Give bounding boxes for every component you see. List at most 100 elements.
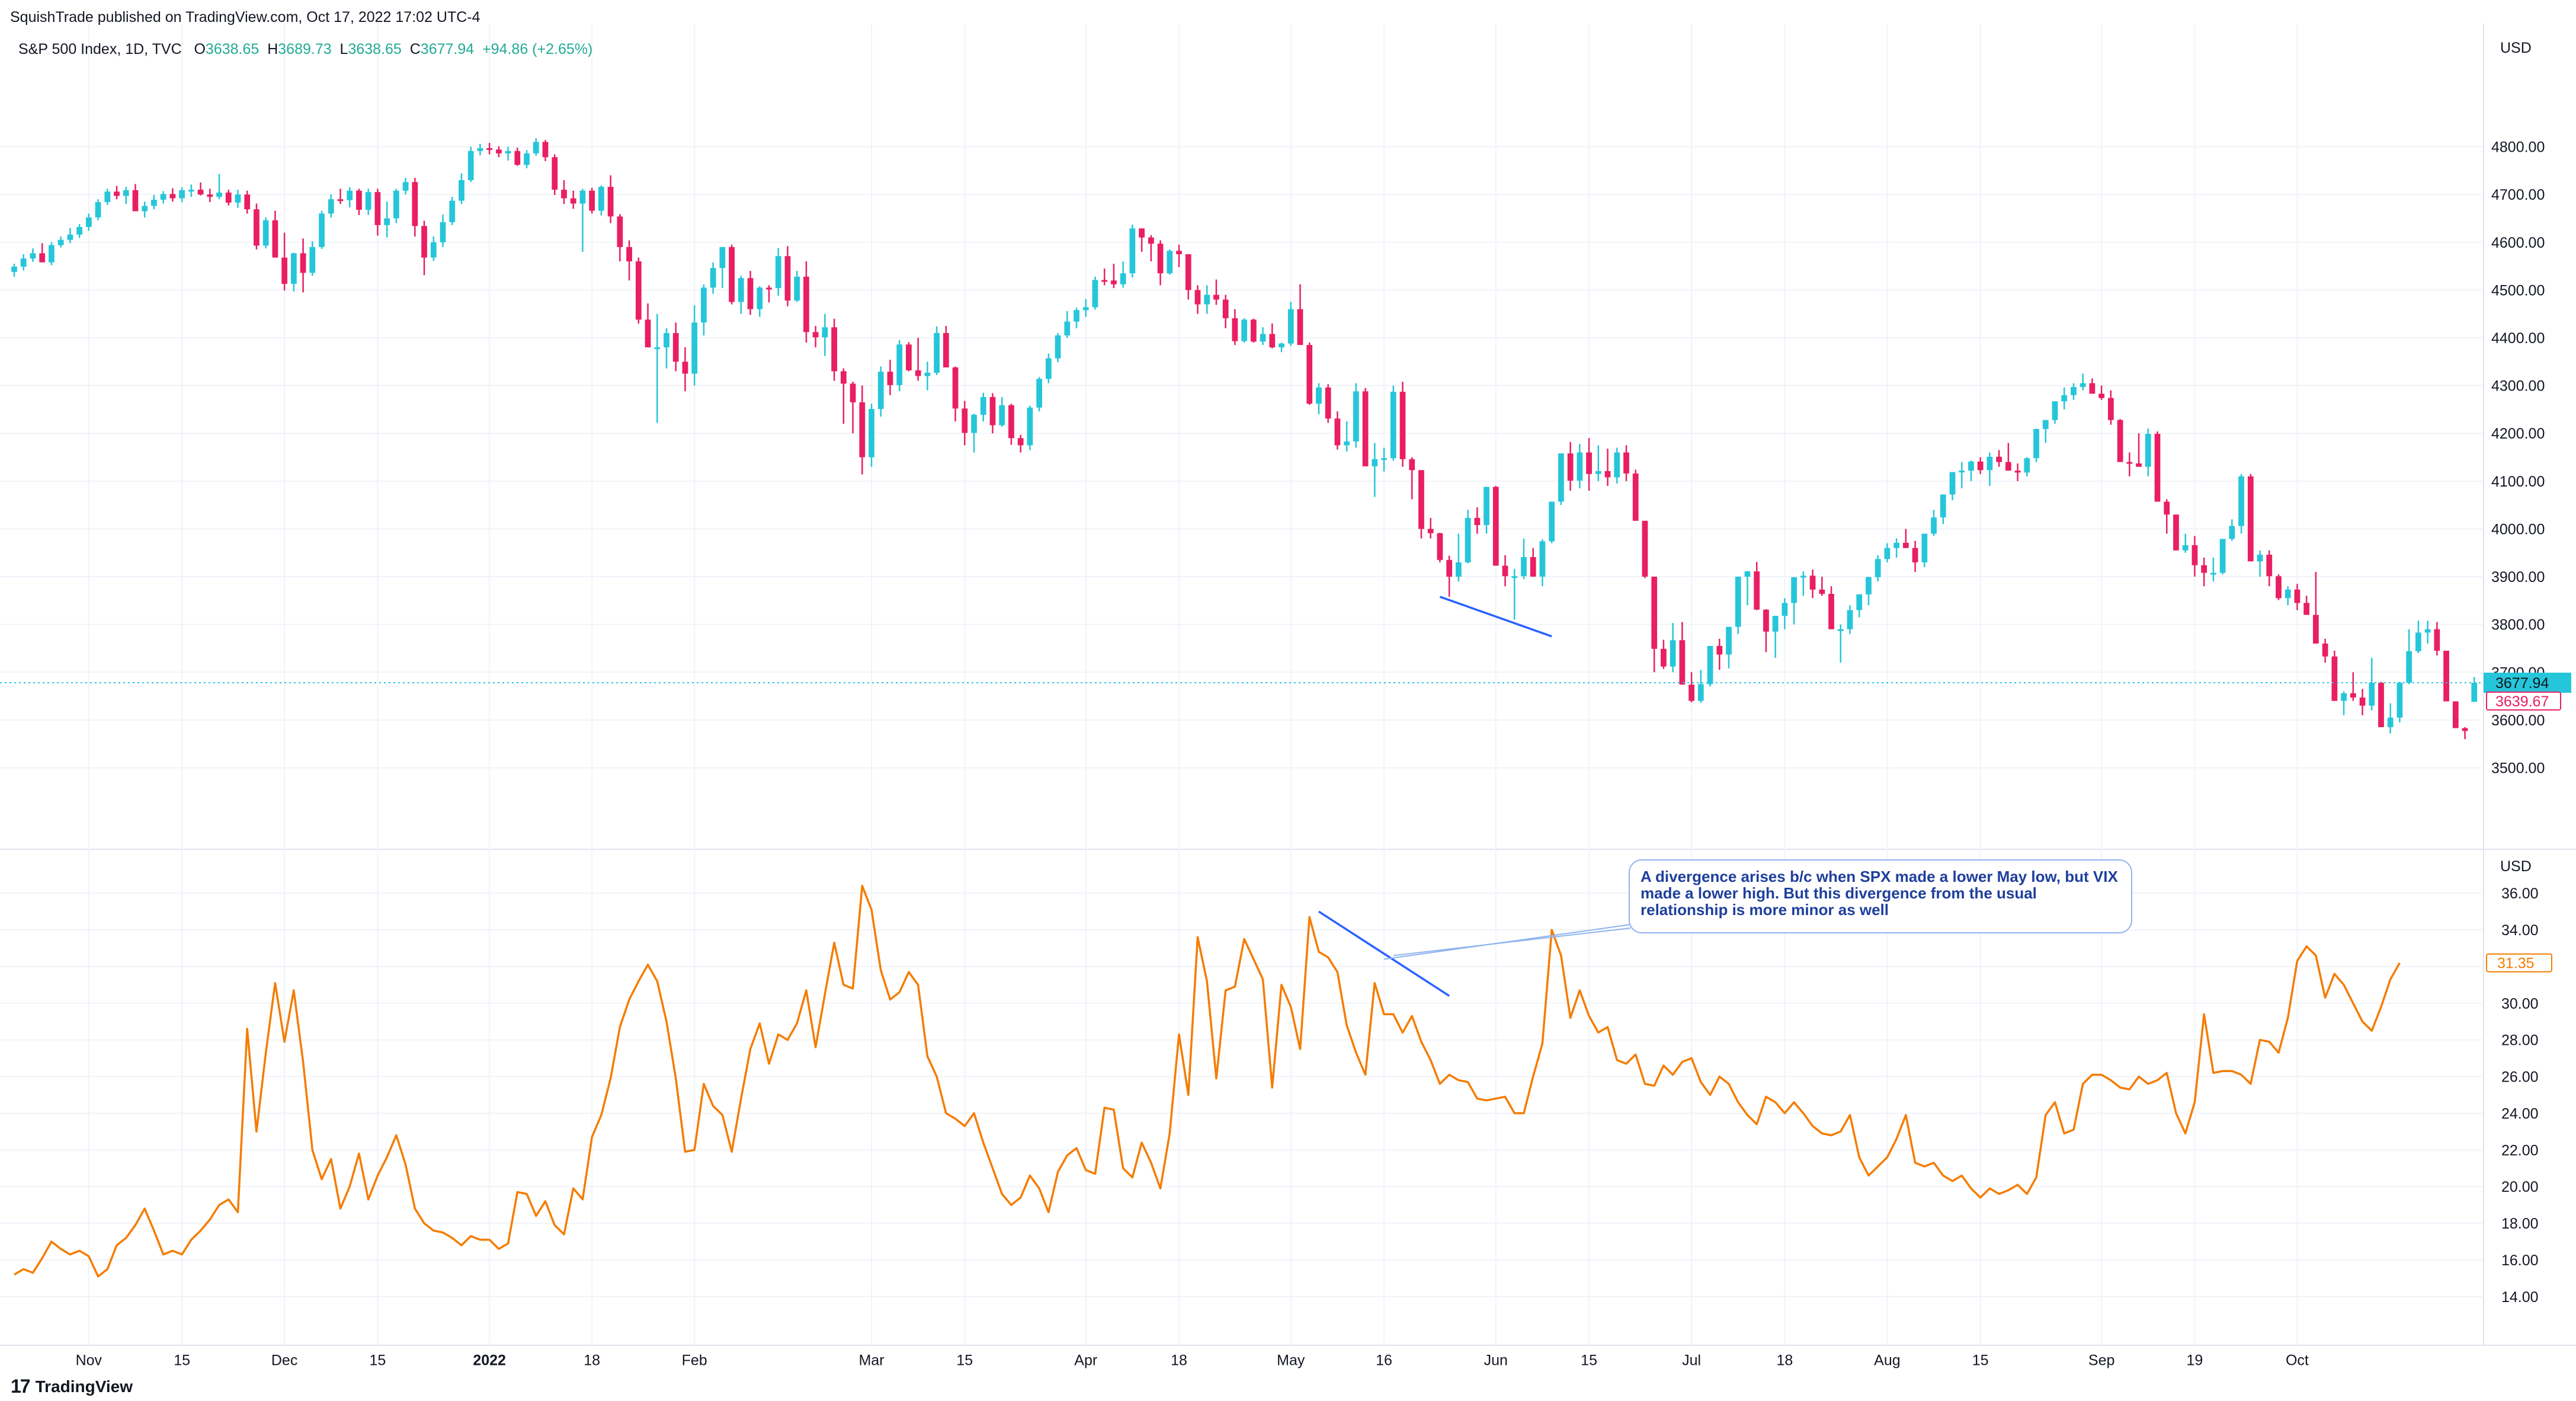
candle-body <box>1866 577 1872 594</box>
candle-body <box>1194 290 1201 305</box>
candle-body <box>1427 529 1434 533</box>
vix-axis: 14.00 16.00 18.00 20.00 22.00 24.00 26.00 28.00… <box>2486 858 2552 1306</box>
candle-body <box>1819 589 1825 594</box>
candle-body <box>2350 693 2356 698</box>
candle-body <box>1279 343 1284 348</box>
candle-body <box>869 409 874 458</box>
time-tick-label: Nov <box>76 1352 102 1369</box>
candle-body <box>1269 334 1276 348</box>
candle-body <box>2173 514 2179 551</box>
time-tick-label: 16 <box>1376 1352 1392 1369</box>
candle-body <box>1362 391 1369 466</box>
candle-body <box>1213 295 1219 300</box>
candle-body <box>1381 458 1387 460</box>
time-tick-label: 18 <box>584 1352 600 1369</box>
candle-body <box>1316 387 1322 404</box>
candle-body <box>1875 559 1881 577</box>
candle-body <box>2266 554 2273 577</box>
candle-body <box>132 190 139 212</box>
change-value: +94.86 (+2.65%) <box>482 41 593 57</box>
candle-body <box>1921 533 1928 562</box>
candle-body <box>1697 684 1704 701</box>
candle-body <box>402 182 409 191</box>
price-tick-label: 4600.00 <box>2491 235 2545 251</box>
candle-body <box>812 332 819 338</box>
candle-body <box>114 191 120 196</box>
candle-body <box>1325 387 1331 419</box>
candle-body <box>1716 645 1723 655</box>
candle-body <box>2089 383 2096 394</box>
candle-body <box>607 187 614 217</box>
candle-body <box>729 247 735 302</box>
candle-body <box>1232 318 1238 341</box>
candle-body <box>1744 571 1751 577</box>
candle-body <box>365 192 371 210</box>
time-tick-label: 15 <box>174 1352 190 1369</box>
candle-body <box>1260 334 1266 342</box>
time-tick-label: Dec <box>271 1352 297 1369</box>
vix-lower-high-trendline <box>1318 910 1450 997</box>
candle-body <box>1027 407 1033 446</box>
candle-body <box>2294 589 2301 603</box>
candle-body <box>831 327 837 372</box>
candle-body <box>1185 254 1191 290</box>
candle-body <box>2201 565 2207 573</box>
candle-body <box>579 190 586 204</box>
candle-body <box>803 276 809 332</box>
vix-tick-label: 24.00 <box>2501 1105 2539 1122</box>
tradingview-logo[interactable]: 17 TradingView <box>11 1376 133 1397</box>
candle-body <box>486 148 493 150</box>
candle-body <box>1754 571 1760 610</box>
candle-body <box>495 149 502 153</box>
candle-body <box>1092 280 1098 308</box>
secondary-price-badge <box>2486 691 2561 711</box>
candle-body <box>1614 452 1620 478</box>
candle-body <box>440 222 446 242</box>
candle-body <box>1586 452 1592 474</box>
candle-body <box>1101 280 1108 282</box>
candle-body <box>2471 683 2478 702</box>
candle-body <box>2434 629 2440 651</box>
candle-body <box>635 261 642 320</box>
vix-tick-label: 28.00 <box>2501 1032 2539 1049</box>
candle-body <box>1502 565 1508 577</box>
candle-body <box>1651 577 1658 649</box>
candle-body <box>85 217 92 227</box>
candle-body <box>701 287 707 323</box>
candle-body <box>1465 517 1471 562</box>
vix-series-line <box>14 885 2401 1278</box>
candle-body <box>179 190 185 199</box>
candle-body <box>1456 562 1462 577</box>
candle-body <box>1642 520 1648 577</box>
candle-body <box>235 194 241 203</box>
candle-body <box>2098 394 2105 398</box>
candle-body <box>319 213 325 247</box>
candle-body <box>1484 487 1489 525</box>
candle-body <box>598 187 604 211</box>
candle-body <box>915 370 921 376</box>
symbol-legend[interactable]: S&P 500 Index, 1D, TVC O3638.65 H3689.73… <box>18 41 592 58</box>
candle-body <box>1353 391 1359 442</box>
candle-body <box>850 383 856 402</box>
tradingview-logo-icon: 17 <box>11 1376 31 1397</box>
candle-body <box>1474 517 1481 525</box>
candle-body <box>449 200 456 222</box>
candle-body <box>225 192 232 203</box>
time-tick-label: 15 <box>369 1352 386 1369</box>
time-tick-label: 15 <box>956 1352 973 1369</box>
low-label: L <box>339 41 348 57</box>
candle-body <box>2359 698 2366 706</box>
divergence-callout[interactable]: A divergence arises b/c when SPX made a … <box>1629 859 2132 933</box>
candle-body <box>775 256 781 289</box>
candle-body <box>934 332 940 373</box>
candle-body <box>1661 648 1667 667</box>
candle-body <box>1847 610 1853 629</box>
candle-body <box>1399 392 1406 459</box>
candle-body <box>1111 280 1117 284</box>
price-tick-label: 4500.00 <box>2491 282 2545 299</box>
candle-body <box>1940 494 1946 518</box>
candle-body <box>1530 557 1536 577</box>
candle-body <box>169 194 176 199</box>
candle-body <box>1082 307 1089 311</box>
